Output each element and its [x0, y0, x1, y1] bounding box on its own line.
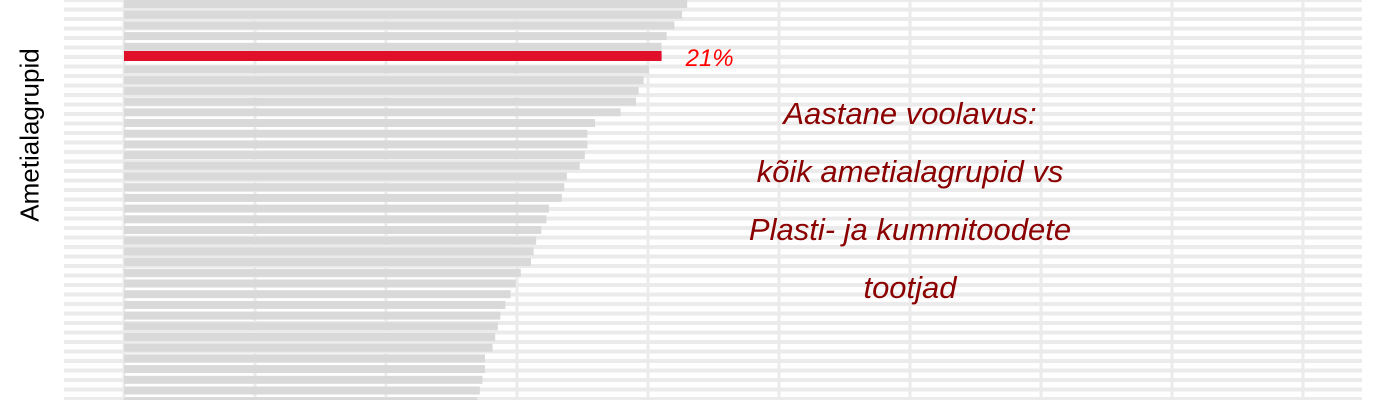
grid-row-stripe [64, 140, 1362, 145]
bar-occupation-group [124, 0, 688, 8]
bar-occupation-group [124, 333, 496, 341]
grid-row-stripe [64, 197, 1362, 202]
bar-occupation-group [124, 10, 683, 19]
bar-occupation-group [124, 32, 667, 41]
grid-row-stripe [64, 264, 1362, 268]
bar-occupation-group [124, 204, 549, 213]
grid-row-stripe [64, 7, 1362, 12]
bar-occupation-group [124, 268, 521, 277]
bar-occupation-group [124, 119, 595, 127]
bar-occupation-group [124, 86, 639, 95]
grid-row-stripe [64, 178, 1362, 183]
bar-occupation-group [124, 97, 636, 106]
grid-row-stripe [64, 74, 1362, 78]
bar-occupation-group [124, 129, 588, 138]
bar-occupation-group [124, 151, 585, 160]
grid-row-stripe [64, 188, 1362, 192]
grid-row-stripe [64, 359, 1362, 363]
grid-row-stripe [64, 169, 1362, 173]
grid-row-stripe [64, 273, 1362, 278]
grid-line-vertical [1039, 0, 1043, 400]
bar-occupation-group [124, 300, 506, 309]
grid-row-stripe [64, 0, 1362, 2]
grid-row-stripe [64, 112, 1362, 116]
grid-row-stripe [64, 64, 1362, 69]
bar-occupation-group [124, 258, 531, 267]
grid-line-vertical [1301, 0, 1305, 400]
grid-row-stripe [64, 302, 1362, 306]
bar-occupation-group [124, 65, 649, 74]
grid-row-stripe [64, 330, 1362, 335]
chart-annotation: Aastane voolavus: kõik ametialagrupid vs… [700, 85, 1120, 317]
grid-row-stripe [64, 226, 1362, 230]
grid-row-stripe [64, 102, 1362, 107]
bar-occupation-group [124, 354, 485, 363]
bar-occupation-group [124, 290, 511, 299]
bar-occupation-group [124, 322, 498, 331]
y-axis-label: Ametialagrupid [14, 48, 45, 222]
annotation-line-3: Plasti- ja kummitoodete [748, 212, 1072, 247]
grid-row-stripe [64, 245, 1362, 249]
grid-row-stripe [64, 311, 1362, 316]
grid-row-stripe [64, 387, 1362, 392]
grid-row-stripe [64, 216, 1362, 221]
annotation-line-1: Aastane voolavus: [783, 96, 1037, 131]
grid-row-stripe [64, 340, 1362, 344]
grid-row-stripe [64, 321, 1362, 325]
grid-row-stripe [64, 83, 1362, 88]
grid-row-stripe [64, 93, 1362, 97]
grid-row-stripe [64, 397, 1362, 400]
annotation-line-4: tootjad [863, 270, 957, 305]
grid-row-stripe [64, 121, 1362, 126]
grid-row-stripe [64, 283, 1362, 287]
grid-row-stripe [64, 17, 1362, 21]
grid-row-stripe [64, 45, 1362, 50]
bar-occupation-group [124, 21, 675, 30]
bar-occupation-group [124, 161, 580, 170]
bar-occupation-group [124, 311, 501, 320]
bar-occupation-group [124, 183, 565, 192]
bar-occupation-group [124, 172, 567, 181]
bar-occupation-group [124, 236, 537, 245]
grid-row-stripe [64, 207, 1362, 211]
bar-occupation-group [124, 386, 480, 395]
bar-occupation-group [124, 42, 662, 51]
bar-occupation-group [124, 193, 562, 202]
bar-occupation-group [124, 343, 493, 352]
bar-occupation-group [124, 247, 534, 256]
bar-occupation-group [124, 108, 621, 117]
grid-row-stripe [64, 235, 1362, 240]
grid-line-vertical [1170, 0, 1174, 400]
bar-highlight-plastics-rubber [124, 51, 662, 61]
annotation-line-2: kõik ametialagrupid vs [756, 154, 1064, 189]
bar-occupation-group [124, 226, 542, 234]
bar-occupation-group [124, 397, 478, 400]
bar-occupation-group [124, 279, 516, 288]
grid-row-stripe [64, 349, 1362, 354]
bar-occupation-group [124, 76, 644, 85]
grid-row-stripe [64, 378, 1362, 382]
grid-row-stripe [64, 150, 1362, 154]
grid-row-stripe [64, 368, 1362, 373]
bar-occupation-group [124, 365, 485, 374]
grid-line-vertical [646, 0, 650, 400]
grid-row-stripe [64, 159, 1362, 164]
grid-line-vertical [777, 0, 781, 400]
grid-row-stripe [64, 292, 1362, 297]
grid-row-stripe [64, 254, 1362, 259]
grid-row-stripe [64, 36, 1362, 40]
grid-row-stripe [64, 26, 1362, 31]
bar-occupation-group [124, 140, 588, 149]
bar-occupation-group [124, 375, 483, 384]
highlight-value-label: 21% [685, 45, 734, 72]
grid-row-stripe [64, 131, 1362, 135]
bar-occupation-group [124, 215, 547, 224]
grid-line-vertical [908, 0, 912, 400]
grid-row-stripe [64, 55, 1362, 59]
